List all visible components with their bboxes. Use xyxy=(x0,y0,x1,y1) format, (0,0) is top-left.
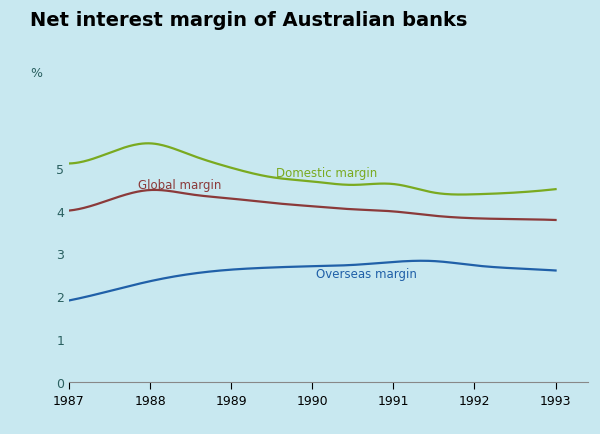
Text: %: % xyxy=(30,67,42,80)
Text: Domestic margin: Domestic margin xyxy=(276,167,377,180)
Text: Global margin: Global margin xyxy=(138,178,221,191)
Text: Net interest margin of Australian banks: Net interest margin of Australian banks xyxy=(30,11,467,30)
Text: Overseas margin: Overseas margin xyxy=(316,267,417,280)
